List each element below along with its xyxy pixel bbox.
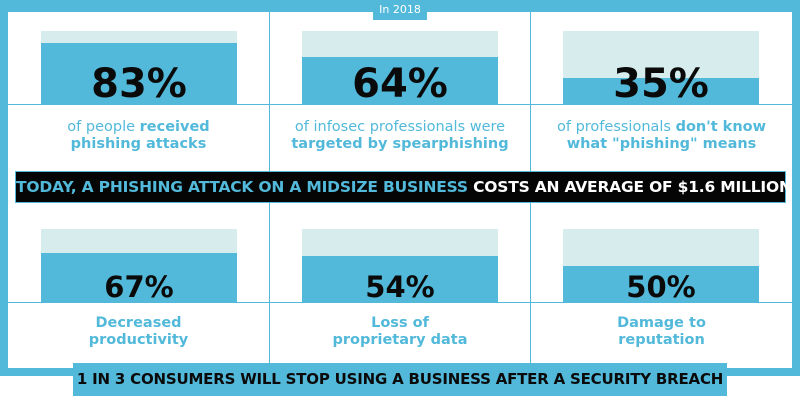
- stat-value: 67%: [104, 270, 174, 304]
- divider: [530, 203, 531, 363]
- bar-fill: [41, 253, 237, 302]
- stat-bar-loss-of-data: 54%: [302, 229, 498, 304]
- cost-banner-highlight: TODAY, A PHISHING ATTACK ON A MIDSIZE BU…: [16, 178, 468, 196]
- stat-caption: Decreased productivity: [88, 315, 189, 348]
- cost-banner-rest: COSTS AN AVERAGE OF $1.6 MILLION: [467, 178, 792, 196]
- stat-value: 54%: [365, 270, 435, 304]
- stat-caption: Damage to reputation: [617, 315, 706, 348]
- stat-value: 35%: [613, 61, 709, 107]
- stat-value: 83%: [91, 61, 187, 107]
- stat-bar-decreased-productivity: 67%: [41, 229, 237, 304]
- year-tab: In 2018: [373, 0, 427, 20]
- stat-bar-damage-reputation: 50%: [563, 229, 759, 304]
- bar-fill: [302, 57, 498, 104]
- stat-bar-dont-know-phishing: 35%: [563, 31, 759, 107]
- bar-fill: [563, 266, 759, 302]
- divider: [8, 302, 792, 303]
- stat-value: 64%: [352, 61, 448, 107]
- stat-caption: Loss of proprietary data: [332, 315, 468, 348]
- stat-caption: of people received phishing attacks: [67, 119, 210, 152]
- bar-fill: [563, 78, 759, 104]
- stat-caption: of infosec professionals were targeted b…: [291, 119, 509, 152]
- bar-fill: [41, 43, 237, 104]
- divider: [530, 12, 531, 171]
- stat-bar-received-phishing: 83%: [41, 31, 237, 107]
- stat-value: 50%: [626, 270, 696, 304]
- stat-caption: of professionals don't know what "phishi…: [556, 119, 766, 152]
- bar-fill: [302, 256, 498, 302]
- divider: [269, 203, 270, 363]
- cost-banner: TODAY, A PHISHING ATTACK ON A MIDSIZE BU…: [15, 171, 792, 203]
- consumer-banner: 1 IN 3 CONSUMERS WILL STOP USING A BUSIN…: [73, 363, 727, 396]
- divider: [8, 104, 792, 105]
- stat-bar-spearphishing: 64%: [302, 31, 498, 107]
- divider: [269, 12, 270, 171]
